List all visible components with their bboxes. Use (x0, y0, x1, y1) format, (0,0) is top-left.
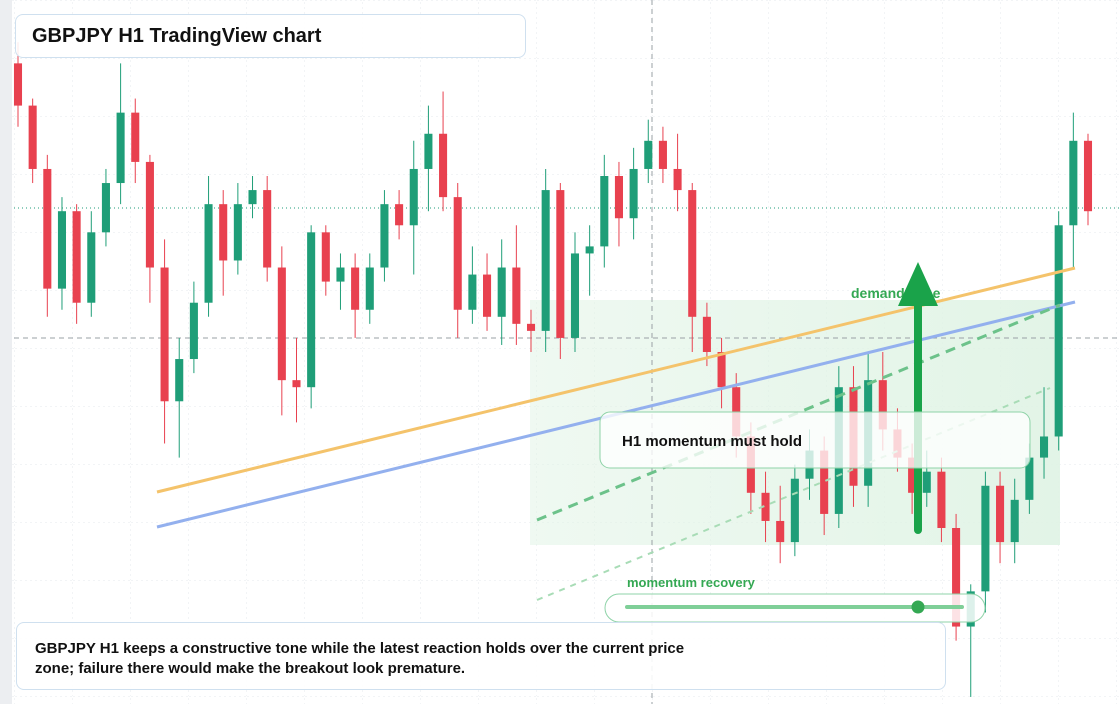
candle-body (702, 316, 711, 352)
candle-body (145, 161, 154, 268)
candle-body (43, 168, 52, 289)
candle-body (1025, 457, 1034, 500)
candle-body (908, 457, 917, 493)
candle-body (351, 267, 360, 310)
candle-body (922, 471, 931, 493)
recovery-label: momentum recovery (627, 575, 756, 590)
candle-body (307, 232, 316, 388)
candle-body (409, 168, 418, 226)
callout-text: H1 momentum must hold (622, 433, 802, 450)
candle-body (644, 140, 653, 169)
candle-body (87, 232, 96, 303)
candle-body (233, 204, 242, 261)
candle-body (600, 176, 609, 247)
candles (13, 42, 1093, 697)
candle-body (263, 190, 272, 268)
candle-body (981, 485, 990, 592)
candle-body (292, 380, 301, 388)
candle-body (175, 359, 184, 402)
candle-body (512, 267, 521, 324)
candle-body (160, 267, 169, 402)
note-text: GBPJPY H1 keeps a constructive tone whil… (35, 640, 685, 677)
candle-body (336, 267, 345, 282)
candle-body (204, 204, 213, 303)
candle-body (72, 211, 81, 303)
left-strip (0, 0, 12, 704)
candle-body (952, 528, 961, 627)
candle-body (820, 450, 829, 514)
candle-body (1083, 140, 1093, 212)
candle-body (365, 267, 374, 310)
chart-title: GBPJPY H1 TradingView chart (15, 14, 526, 58)
trend-line (536, 303, 1061, 522)
candle-body (57, 211, 67, 289)
candle-body (937, 471, 946, 528)
candle-body (878, 380, 887, 430)
candle-body (614, 176, 623, 219)
candle-body (1069, 140, 1078, 226)
candle-body (585, 246, 594, 254)
candle-body (497, 267, 506, 317)
candle-body (996, 485, 1005, 543)
candle-body (189, 302, 198, 360)
candle-body (526, 323, 536, 331)
candle-body (439, 133, 448, 198)
candle-body (776, 520, 785, 543)
candle-body (28, 105, 37, 169)
candle-body (131, 112, 140, 162)
candle-body (395, 204, 404, 226)
candle-body (688, 190, 697, 317)
candle-body (468, 274, 477, 310)
candle-body (424, 133, 433, 169)
candle-body (1054, 225, 1063, 437)
candle-body (453, 197, 462, 310)
candle-body (629, 168, 638, 219)
note-box: GBPJPY H1 keeps a constructive tone whil… (16, 622, 946, 690)
slider-knob (911, 600, 925, 614)
candle-body (1010, 499, 1019, 543)
candle-body (673, 168, 682, 191)
candle-body (717, 352, 726, 388)
candle-body (658, 140, 667, 169)
candle-body (116, 112, 125, 184)
candle-body (790, 478, 799, 543)
candle-body (380, 204, 389, 268)
candle-body (541, 190, 550, 331)
candle-body (321, 232, 330, 282)
trend-line (536, 387, 1051, 601)
candle-body (556, 190, 565, 338)
candle-body (219, 204, 228, 261)
candle-body (13, 63, 23, 106)
callout-box (599, 411, 1031, 469)
arrow-head (898, 262, 938, 306)
candle-body (277, 267, 286, 381)
candle-body (483, 274, 492, 317)
candle-body (761, 492, 770, 521)
candle-body (248, 190, 257, 205)
candle-body (101, 183, 110, 233)
candle-body (570, 253, 580, 338)
candle-body (1039, 436, 1049, 458)
